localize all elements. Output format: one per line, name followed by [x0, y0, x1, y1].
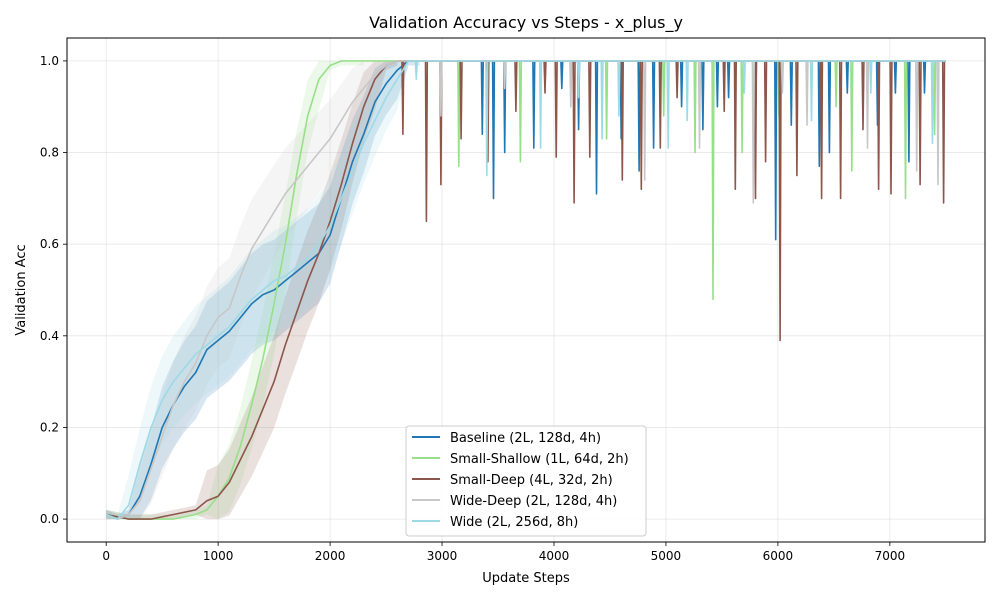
- legend-box: [405, 425, 647, 537]
- x-axis-label: Update Steps: [482, 571, 570, 586]
- y-tick-label: 0.4: [40, 329, 59, 343]
- y-tick-label: 0.0: [40, 512, 59, 526]
- y-axis-ticks: 0.0 0.2 0.4 0.6 0.8 1.0: [40, 54, 67, 526]
- legend-entry: Baseline (2L, 128d, 4h): [450, 431, 601, 446]
- series-line: [105, 60, 946, 520]
- y-tick-label: 0.8: [40, 146, 59, 160]
- y-tick-label: 0.6: [40, 237, 59, 251]
- legend-entry: Small-Deep (4L, 32d, 2h): [450, 473, 613, 488]
- y-axis-label: Validation Acc: [14, 244, 29, 335]
- x-axis-ticks: 0 1000 2000 3000 4000 5000 6000 7000: [102, 542, 905, 563]
- x-tick-label: 7000: [875, 549, 906, 563]
- legend-entry: Small-Shallow (1L, 64d, 2h): [450, 452, 629, 467]
- series-band: [106, 60, 398, 520]
- chart-title: Validation Accuracy vs Steps - x_plus_y: [369, 13, 683, 33]
- legend: Baseline (2L, 128d, 4h) Small-Shallow (1L…: [405, 425, 647, 537]
- y-tick-label: 1.0: [40, 54, 59, 68]
- legend-entry: Wide-Deep (2L, 128d, 4h): [450, 494, 617, 509]
- x-tick-label: 4000: [539, 549, 570, 563]
- series-lines: [105, 60, 946, 520]
- plot-frame: [66, 37, 986, 543]
- y-tick-label: 0.2: [40, 420, 59, 434]
- x-tick-label: 0: [102, 549, 110, 563]
- x-tick-label: 3000: [427, 549, 458, 563]
- series-line: [105, 60, 946, 520]
- legend-entry: Wide (2L, 256d, 8h): [450, 515, 578, 530]
- x-tick-label: 6000: [763, 549, 794, 563]
- x-tick-label: 5000: [651, 549, 682, 563]
- x-tick-label: 1000: [203, 549, 234, 563]
- series-band: [106, 60, 409, 520]
- x-tick-label: 2000: [315, 549, 346, 563]
- series-band: [106, 60, 398, 520]
